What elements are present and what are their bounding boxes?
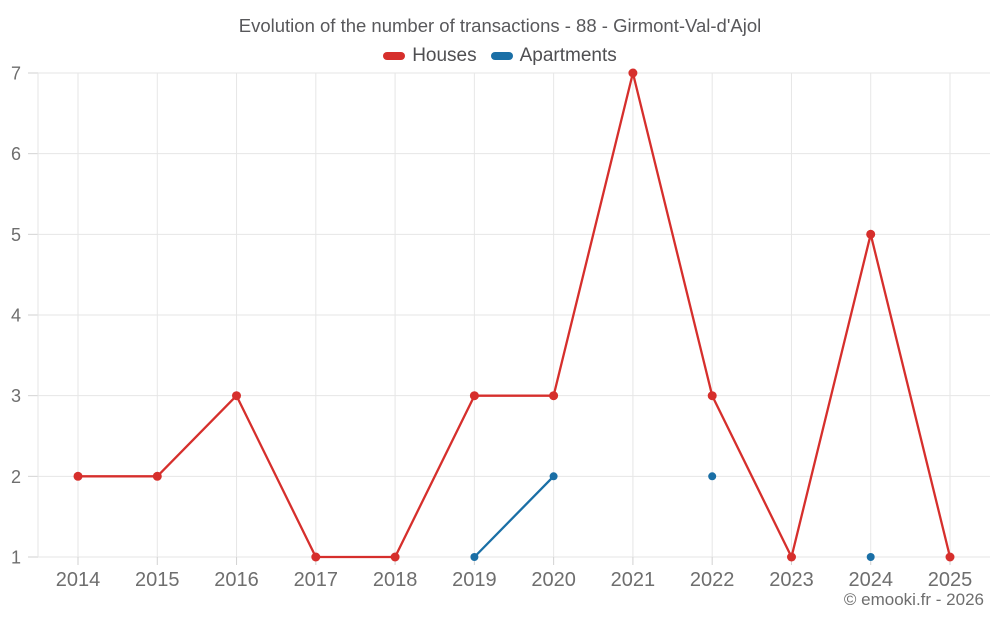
y-axis-label: 4 <box>11 306 21 326</box>
x-axis-label: 2015 <box>135 569 180 591</box>
data-point-houses-2017[interactable] <box>311 552 321 562</box>
data-point-houses-2018[interactable] <box>390 552 400 562</box>
y-axis-label: 2 <box>11 467 21 487</box>
y-axis-label: 1 <box>11 548 21 568</box>
x-axis-label: 2021 <box>611 569 656 591</box>
data-point-apartments-2020[interactable] <box>549 472 558 481</box>
x-axis-label: 2017 <box>294 569 339 591</box>
data-point-houses-2022[interactable] <box>707 391 717 401</box>
series-line-houses <box>76 71 952 559</box>
legend: Houses Apartments <box>0 44 1000 68</box>
houses-legend-swatch-icon <box>383 52 406 60</box>
y-axis-label: 5 <box>11 225 21 245</box>
x-axis-label: 2024 <box>848 569 893 591</box>
chart-title: Evolution of the number of transactions … <box>238 15 762 36</box>
legend-item-houses[interactable]: Houses <box>383 45 477 67</box>
data-point-houses-2019[interactable] <box>469 391 479 401</box>
data-point-apartments-2019[interactable] <box>470 553 479 561</box>
data-point-houses-2024[interactable] <box>866 229 876 239</box>
x-axis-label: 2023 <box>769 569 814 591</box>
data-point-houses-2016[interactable] <box>232 391 241 401</box>
data-point-apartments-2022[interactable] <box>708 472 717 481</box>
data-point-houses-2014[interactable] <box>73 471 83 481</box>
y-axis-label: 7 <box>11 64 21 84</box>
x-axis-label: 2020 <box>531 569 576 591</box>
x-axis-label: 2016 <box>214 569 259 591</box>
data-point-houses-2021[interactable] <box>628 68 638 78</box>
copyright-text: © emooki.fr - 2026 <box>843 590 984 609</box>
data-point-houses-2025[interactable] <box>945 552 955 562</box>
x-axis-label: 2014 <box>56 569 101 591</box>
data-point-houses-2023[interactable] <box>787 552 796 562</box>
data-point-apartments-2024[interactable] <box>866 553 875 561</box>
y-axis-label: 3 <box>11 386 21 406</box>
x-axis-label: 2025 <box>928 569 973 591</box>
legend-label-houses: Houses <box>412 45 477 66</box>
apartments-legend-swatch-icon <box>490 52 513 60</box>
x-axis-label: 2022 <box>690 569 735 591</box>
x-axis-label: 2018 <box>373 569 418 591</box>
data-point-houses-2015[interactable] <box>152 471 162 481</box>
series-line-apartments <box>473 475 555 559</box>
legend-label-apartments: Apartments <box>519 45 617 66</box>
y-axis-label: 6 <box>11 144 21 164</box>
legend-item-apartments[interactable]: Apartments <box>490 45 617 67</box>
x-axis-label: 2019 <box>452 569 497 591</box>
data-point-houses-2020[interactable] <box>549 391 559 401</box>
